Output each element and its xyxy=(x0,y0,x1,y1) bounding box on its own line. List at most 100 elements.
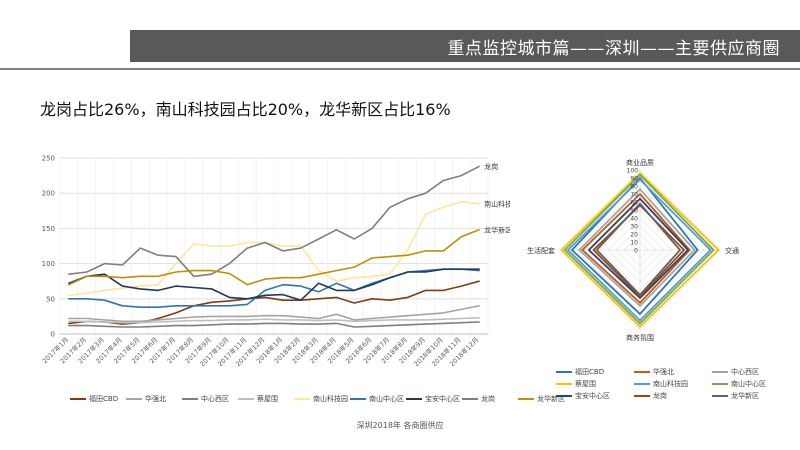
legend-item: 中心西区 xyxy=(712,367,790,377)
legend-item: 福田CBD xyxy=(556,367,634,377)
legend-item: 蔡屋围 xyxy=(556,379,634,389)
legend-swatch xyxy=(406,398,422,400)
legend-label: 龙岗 xyxy=(481,395,495,403)
legend-swatch xyxy=(294,398,310,400)
legend-swatch xyxy=(556,383,572,385)
legend-item: 龙岗 xyxy=(462,394,518,404)
legend-label: 龙岗 xyxy=(653,392,667,400)
line-chart: 0501001502002502017年1月2017年2月2017年3月2017… xyxy=(40,155,510,369)
series-line xyxy=(68,305,480,323)
radar-tick-label: 80 xyxy=(630,184,638,191)
radar-series xyxy=(595,202,682,297)
slide-subtitle: 龙岗占比26%，南山科技园占比20%，龙华新区占比16% xyxy=(40,100,451,119)
radar-tick-label: 40 xyxy=(630,216,638,223)
legend-item: 龙华新区 xyxy=(712,391,790,401)
legend-label: 宝安中心区 xyxy=(425,395,460,403)
y-tick-label: 0 xyxy=(51,331,55,339)
legend-label: 华强北 xyxy=(653,368,674,376)
legend-item: 南山中心区 xyxy=(350,394,406,404)
legend-item: 宝安中心区 xyxy=(406,394,462,404)
legend-label: 蔡屋围 xyxy=(257,395,278,403)
header-bar: 重点监控城市篇——深圳——主要供应商圈 xyxy=(130,30,800,62)
radar-series xyxy=(563,173,715,325)
legend-label: 蔡屋围 xyxy=(575,380,596,388)
series-end-label: 龙岗 xyxy=(484,162,498,171)
radar-tick-label: 60 xyxy=(630,200,638,207)
legend-label: 中心西区 xyxy=(201,395,229,403)
legend-swatch xyxy=(350,398,366,400)
legend-item: 龙岗 xyxy=(634,391,712,401)
series-line xyxy=(68,317,480,324)
legend-swatch xyxy=(712,371,728,373)
radar-tick-label: 10 xyxy=(630,240,638,247)
radar-axis-label: 商务氛围 xyxy=(626,333,654,342)
legend-label: 南山中心区 xyxy=(369,395,404,403)
legend-swatch xyxy=(712,383,728,385)
header-title: 重点监控城市篇——深圳——主要供应商圈 xyxy=(447,39,780,59)
legend-swatch xyxy=(238,398,254,400)
legend-item: 华强北 xyxy=(126,394,182,404)
y-tick-label: 250 xyxy=(42,155,55,163)
legend-item: 龙华新区 xyxy=(518,394,574,404)
chart-caption: 深圳2018年 各商圈供应 xyxy=(356,421,444,430)
legend-label: 龙华新区 xyxy=(731,392,759,400)
radar-series xyxy=(592,203,686,298)
legend-label: 中心西区 xyxy=(731,368,759,376)
radar-tick-label: 50 xyxy=(630,208,638,215)
radar-series xyxy=(581,192,691,305)
radar-axis-label: 生活配套 xyxy=(527,246,555,255)
radar-axis-label: 商业品质 xyxy=(626,158,654,167)
legend-swatch xyxy=(634,395,650,397)
legend-label: 宝安中心区 xyxy=(575,392,610,400)
radar-series xyxy=(570,176,699,316)
legend-label: 福田CBD xyxy=(89,395,119,403)
line-chart-legend: 福田CBD 华强北 中心西区 蔡屋围 南山科技园 南山中心区 宝安中心区 龙岗 龙华新区 xyxy=(70,394,590,407)
series-line xyxy=(68,200,480,297)
y-tick-label: 200 xyxy=(42,190,55,198)
radar-series xyxy=(587,197,690,300)
radar-tick-label: 20 xyxy=(630,232,638,239)
legend-swatch xyxy=(634,383,650,385)
series-end-label: 南山科技园 xyxy=(484,199,510,208)
legend-swatch xyxy=(462,398,478,400)
radar-chart-legend: 福田CBD 华强北 中心西区蔡屋围 南山科技园 南山中心区宝安中心区 龙岗 龙华新区 xyxy=(556,367,796,403)
y-tick-label: 150 xyxy=(42,225,55,233)
radar-tick-label: 100 xyxy=(627,168,639,175)
legend-item: 南山科技园 xyxy=(634,379,712,389)
legend-swatch xyxy=(70,398,86,400)
radar-tick-label: 90 xyxy=(630,176,638,183)
series-line xyxy=(68,229,480,286)
series-end-label: 龙华新区 xyxy=(484,225,510,234)
y-tick-label: 50 xyxy=(46,295,55,303)
radar-axis-label: 交通 xyxy=(725,246,739,255)
legend-item: 南山科技园 xyxy=(294,394,350,404)
radar-tick-label: 70 xyxy=(630,192,638,199)
legend-swatch xyxy=(126,398,142,400)
legend-item: 华强北 xyxy=(634,367,712,377)
legend-label: 福田CBD xyxy=(575,368,605,376)
legend-label: 华强北 xyxy=(145,395,166,403)
legend-label: 南山中心区 xyxy=(731,380,766,388)
legend-label: 龙华新区 xyxy=(537,395,565,403)
radar-series xyxy=(560,171,720,329)
legend-swatch xyxy=(712,395,728,397)
legend-label: 南山科技园 xyxy=(313,395,348,403)
radar-tick-label: 30 xyxy=(630,224,638,231)
legend-item: 中心西区 xyxy=(182,394,238,404)
legend-swatch xyxy=(518,398,534,400)
series-line xyxy=(68,321,480,328)
radar-series xyxy=(566,178,712,322)
legend-swatch xyxy=(556,371,572,373)
legend-swatch xyxy=(556,395,572,397)
series-line xyxy=(68,268,480,301)
radar-tick-label: 0 xyxy=(634,248,638,255)
legend-item: 南山中心区 xyxy=(712,379,790,389)
legend-label: 南山科技园 xyxy=(653,380,688,388)
series-line xyxy=(68,165,480,278)
legend-swatch xyxy=(182,398,198,400)
legend-item: 蔡屋围 xyxy=(238,394,294,404)
legend-item: 宝安中心区 xyxy=(556,391,634,401)
header-rule xyxy=(0,68,800,70)
radar-series xyxy=(577,187,696,308)
